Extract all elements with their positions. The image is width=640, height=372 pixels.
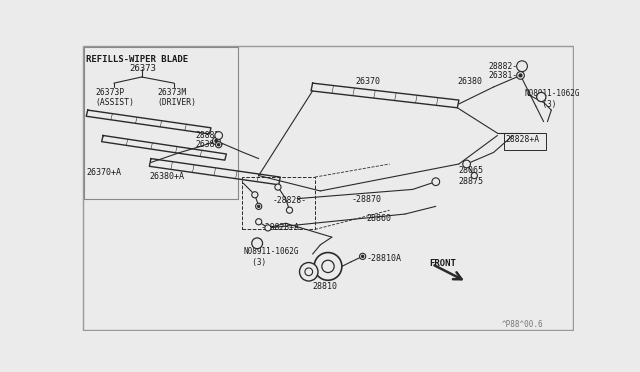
Text: 26380: 26380 [458,77,483,86]
Text: N08911-1062G
  (3): N08911-1062G (3) [243,247,299,267]
Circle shape [360,253,365,260]
Text: 26373P
(ASSIST): 26373P (ASSIST) [95,88,134,107]
Text: 28065: 28065 [459,166,484,175]
Text: N: N [253,240,258,246]
Circle shape [300,263,318,281]
Circle shape [322,260,334,273]
Circle shape [265,225,271,231]
Circle shape [432,178,440,186]
Bar [84,47,238,199]
Circle shape [516,61,527,71]
Text: 28810: 28810 [312,282,338,291]
Text: 28882-: 28882- [488,62,517,71]
Circle shape [255,219,262,225]
Circle shape [215,132,223,140]
Text: 26381-: 26381- [488,71,517,80]
Text: 26370+A: 26370+A [86,168,121,177]
Circle shape [287,207,292,213]
Text: 26380+A: 26380+A [149,172,184,181]
Circle shape [516,71,524,79]
Text: -28810A: -28810A [367,254,401,263]
Bar [504,133,546,150]
Circle shape [305,268,312,276]
Text: -28828+A: -28828+A [260,223,300,232]
Text: 28882-: 28882- [196,131,225,140]
Circle shape [519,74,522,77]
Text: REFILLS-WIPER BLADE: REFILLS-WIPER BLADE [86,55,188,64]
Circle shape [471,173,477,179]
Circle shape [314,253,342,280]
Text: 26373: 26373 [129,64,156,73]
Text: -28870: -28870 [351,195,381,204]
Bar [242,177,315,230]
Text: N08911-1062G
    (3): N08911-1062G (3) [524,89,580,109]
Text: 26373M
(DRIVER): 26373M (DRIVER) [157,88,196,107]
Text: N: N [538,94,542,100]
Circle shape [255,203,262,209]
Circle shape [537,92,546,102]
Circle shape [212,137,220,145]
Text: 28860: 28860 [367,214,392,223]
Circle shape [362,255,364,257]
Circle shape [275,184,281,190]
Circle shape [252,192,258,198]
Circle shape [216,142,221,148]
Text: ^P88^00.6: ^P88^00.6 [501,320,543,329]
Text: -28828-: -28828- [273,196,307,205]
Text: 26370: 26370 [355,77,380,86]
Circle shape [215,140,218,142]
Text: 28828+A: 28828+A [505,135,540,144]
Circle shape [218,144,220,146]
Circle shape [252,238,262,249]
Text: FRONT: FRONT [429,259,456,268]
Text: 26381-: 26381- [196,140,225,149]
Circle shape [463,160,470,168]
Circle shape [257,205,260,208]
Text: 28875: 28875 [459,177,484,186]
